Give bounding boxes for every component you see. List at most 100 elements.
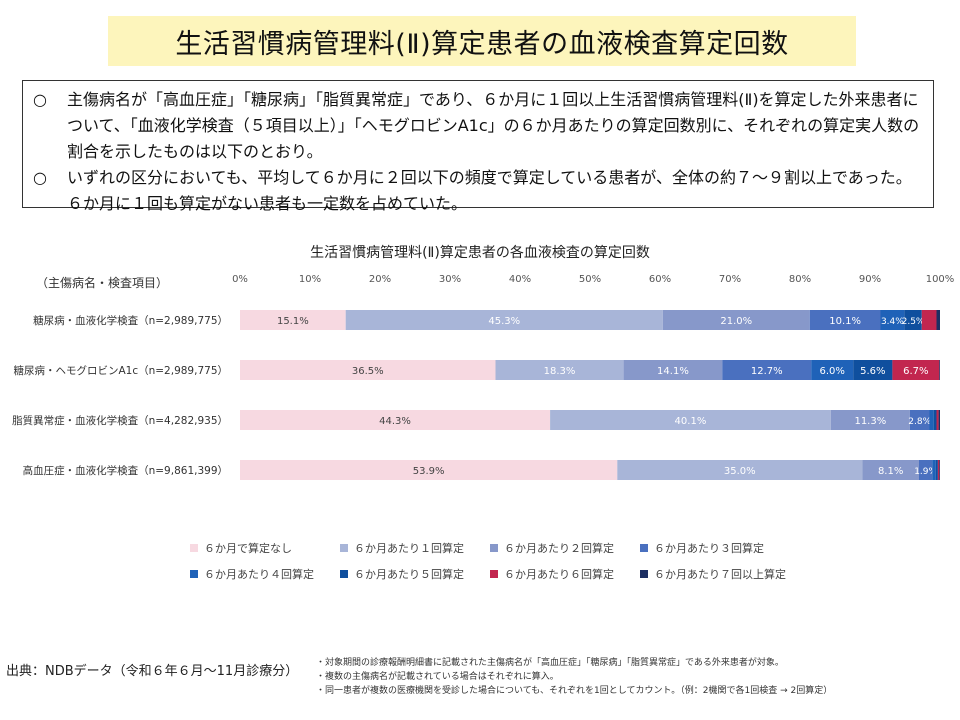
- legend-item: ６か月あたり６回算定: [490, 566, 640, 582]
- category-label: 糖尿病・ヘモグロビンA1c（n=2,989,775）: [13, 364, 228, 377]
- bar-segment: [809, 310, 881, 330]
- legend-swatch: [340, 570, 348, 578]
- data-label: 6.0%: [819, 366, 844, 377]
- legend-label: ６か月あたり３回算定: [654, 542, 764, 555]
- x-tick-label: 50%: [579, 274, 601, 285]
- legend-item: ６か月あたり３回算定: [640, 540, 790, 556]
- bar-segment: [937, 460, 940, 480]
- data-label: 11.3%: [854, 416, 886, 427]
- summary-item: ○ 主傷病名が「高血圧症」「糖尿病」「脂質異常症」であり、６か月に１回以上生活習…: [33, 87, 923, 165]
- bar-segment: [722, 360, 812, 380]
- summary-text: 主傷病名が「高血圧症」「糖尿病」「脂質異常症」であり、６か月に１回以上生活習慣病…: [67, 90, 920, 161]
- bar-segment: [550, 410, 831, 430]
- bar-segment: [880, 310, 905, 330]
- data-label: 3.4%: [881, 317, 904, 327]
- bar-segment: [936, 310, 940, 330]
- bar-segment: [345, 310, 663, 330]
- data-label: 6.7%: [903, 366, 928, 377]
- legend-swatch: [190, 544, 198, 552]
- data-label: 8.1%: [878, 466, 903, 477]
- legend-item: ６か月あたり５回算定: [340, 566, 490, 582]
- bar-segment: [853, 360, 893, 380]
- bar-segment: [935, 460, 938, 480]
- bar-segment: [933, 410, 937, 430]
- category-label: 糖尿病・血液化学検査（n=2,989,775）: [33, 314, 228, 327]
- bar-segment: [623, 360, 723, 380]
- data-label: 53.9%: [413, 466, 445, 477]
- data-label: 14.1%: [657, 366, 689, 377]
- bar-segment: [240, 360, 496, 380]
- legend-label: ６か月あたり２回算定: [504, 542, 614, 555]
- note-line: ・複数の主傷病名が記載されている場合はそれぞれに算入。: [316, 672, 559, 682]
- summary-text: いずれの区分においても、平均して６か月に２回以下の頻度で算定している患者が、全体…: [67, 168, 912, 213]
- data-label: 10.1%: [829, 316, 861, 327]
- data-label: 21.0%: [720, 316, 752, 327]
- notes: ・対象期間の診療報酬明細書に記載された主傷病名が「高血圧症」「糖尿病」「脂質異常…: [316, 656, 832, 698]
- legend-label: ６か月あたり７回以上算定: [654, 568, 786, 581]
- bar-segment: [811, 360, 854, 380]
- bar-segment: [939, 360, 940, 380]
- data-label: 15.1%: [277, 316, 309, 327]
- x-tick-label: 40%: [509, 274, 531, 285]
- legend-swatch: [640, 570, 648, 578]
- bar-segment: [240, 460, 618, 480]
- x-tick-label: 100%: [926, 274, 955, 285]
- legend-label: ６か月あたり４回算定: [204, 568, 314, 581]
- category-label: 脂質異常症・血液化学検査（n=4,282,935）: [12, 414, 228, 427]
- category-axis-label: （主傷病名・検査項目）: [36, 276, 169, 290]
- bar-segment: [862, 460, 919, 480]
- bar-segment: [921, 310, 937, 330]
- legend-item: ６か月あたり２回算定: [490, 540, 640, 556]
- legend-swatch: [340, 544, 348, 552]
- bar-segment: [830, 410, 910, 430]
- bar-segment: [240, 310, 346, 330]
- bar-segment: [919, 460, 933, 480]
- summary-box: ○ 主傷病名が「高血圧症」「糖尿病」「脂質異常症」であり、６か月に１回以上生活習…: [22, 80, 934, 213]
- data-label: 2.5%: [902, 317, 925, 327]
- bar-segment: [932, 460, 936, 480]
- note-line: ・同一患者が複数の医療機関を受診した場合についても、それぞれを1回としてカウント…: [316, 686, 833, 696]
- data-label: 1.9%: [914, 467, 937, 477]
- legend-swatch: [490, 570, 498, 578]
- summary-item: ○ いずれの区分においても、平均して６か月に２回以下の頻度で算定している患者が、…: [33, 165, 923, 217]
- data-label: 18.3%: [544, 366, 576, 377]
- legend-label: ６か月あたり６回算定: [504, 568, 614, 581]
- x-tick-label: 90%: [859, 274, 881, 285]
- legend-swatch: [640, 544, 648, 552]
- data-label: 5.6%: [860, 366, 885, 377]
- legend-swatch: [190, 570, 198, 578]
- note-line: ・対象期間の診療報酬明細書に記載された主傷病名が「高血圧症」「糖尿病」「脂質異常…: [316, 658, 784, 668]
- legend-item: ６か月で算定なし: [190, 540, 340, 556]
- legend-item: ６か月あたり１回算定: [340, 540, 490, 556]
- x-tick-label: 20%: [369, 274, 391, 285]
- legend-label: ６か月あたり１回算定: [354, 542, 464, 555]
- legend-label: ６か月で算定なし: [204, 542, 292, 555]
- legend-item: ６か月あたり４回算定: [190, 566, 340, 582]
- data-label: 36.5%: [352, 366, 384, 377]
- bar-segment: [909, 410, 930, 430]
- chart-legend: ６か月で算定なし ６か月あたり１回算定 ６か月あたり２回算定 ６か月あたり３回算定 ６か…: [190, 540, 810, 582]
- bar-segment: [662, 310, 810, 330]
- legend-label: ６か月あたり５回算定: [354, 568, 464, 581]
- legend-swatch: [490, 544, 498, 552]
- data-label: 35.0%: [724, 466, 756, 477]
- x-tick-label: 10%: [299, 274, 321, 285]
- x-tick-label: 80%: [789, 274, 811, 285]
- source-citation: 出典：NDBデータ（令和６年６月～11月診療分）: [6, 664, 299, 679]
- summary-bullet: ○: [33, 168, 47, 187]
- legend-item: ６か月あたり７回以上算定: [640, 566, 790, 582]
- x-tick-label: 30%: [439, 274, 461, 285]
- data-label: 12.7%: [751, 366, 783, 377]
- bar-segment: [892, 360, 940, 380]
- bar-segment: [939, 460, 940, 480]
- category-label: 高血圧症・血液化学検査（n=9,861,399）: [23, 464, 228, 477]
- chart-title: 生活習慣病管理料(Ⅱ)算定患者の各血液検査の算定回数: [310, 245, 650, 261]
- data-label: 44.3%: [379, 416, 411, 427]
- x-tick-label: 60%: [649, 274, 671, 285]
- stacked-bar-chart: 0% 10% 20% 30% 40% 50% 60% 70% 80% 90% 100% 糖尿病・血液化…: [12, 274, 955, 480]
- bar-segment: [929, 410, 934, 430]
- data-label: 2.8%: [908, 417, 931, 427]
- bar-segment: [617, 460, 863, 480]
- data-label: 40.1%: [675, 416, 707, 427]
- x-tick-label: 70%: [719, 274, 741, 285]
